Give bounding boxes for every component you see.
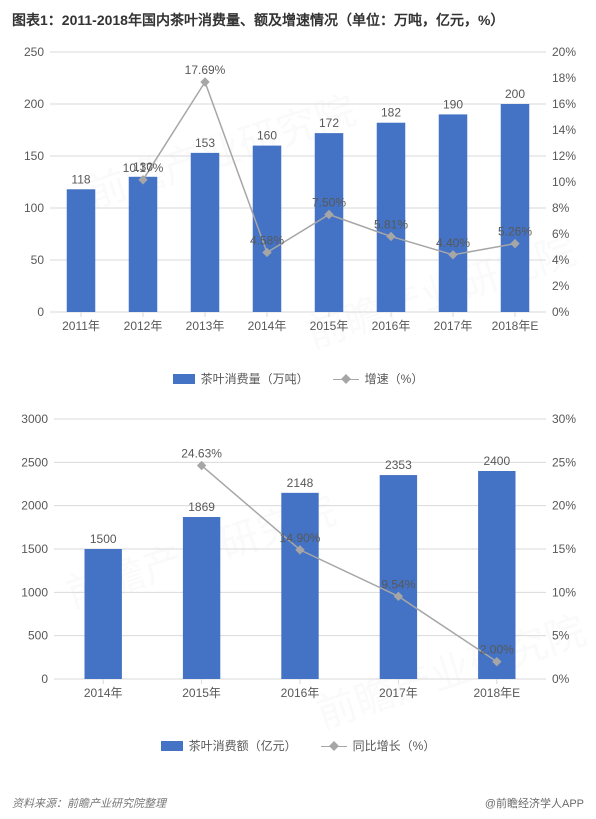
bar-swatch-icon xyxy=(173,374,195,384)
svg-text:18%: 18% xyxy=(552,71,576,85)
svg-text:5%: 5% xyxy=(552,629,570,643)
svg-text:2500: 2500 xyxy=(21,455,48,469)
svg-text:2014年: 2014年 xyxy=(248,319,287,333)
chart-2-consumption-amount: 0 500 1000 1500 2000 2500 3000 0% 5% 10% 15% 20% 25%… xyxy=(0,397,596,764)
svg-text:182: 182 xyxy=(381,106,401,120)
svg-text:17.69%: 17.69% xyxy=(185,63,226,77)
svg-text:2015年: 2015年 xyxy=(182,686,221,700)
legend-bar-label: 茶叶消费量（万吨） xyxy=(201,370,309,387)
svg-text:6%: 6% xyxy=(552,227,570,241)
svg-text:24.63%: 24.63% xyxy=(181,447,222,461)
svg-text:10%: 10% xyxy=(552,585,576,599)
svg-text:14.90%: 14.90% xyxy=(280,531,321,545)
brand-label: @前瞻经济学人APP xyxy=(485,795,584,811)
svg-text:4.40%: 4.40% xyxy=(436,236,470,250)
line-swatch-icon xyxy=(333,372,359,386)
legend-line-label: 增速（%） xyxy=(365,370,424,387)
svg-text:2018年E: 2018年E xyxy=(473,686,520,700)
legend-line-label: 同比增长（%） xyxy=(353,737,436,754)
svg-text:1500: 1500 xyxy=(21,542,48,556)
legend-item-line: 同比增长（%） xyxy=(321,737,436,754)
svg-text:2016年: 2016年 xyxy=(372,319,411,333)
svg-text:16%: 16% xyxy=(552,97,576,111)
svg-text:2015年: 2015年 xyxy=(310,319,349,333)
svg-text:200: 200 xyxy=(24,97,44,111)
svg-text:30%: 30% xyxy=(552,412,576,426)
legend-bar-label: 茶叶消费额（亿元） xyxy=(189,737,297,754)
svg-text:4.58%: 4.58% xyxy=(250,233,284,247)
svg-text:10%: 10% xyxy=(552,175,576,189)
svg-text:0: 0 xyxy=(41,672,48,686)
legend-item-line: 增速（%） xyxy=(333,370,424,387)
svg-text:2353: 2353 xyxy=(385,458,412,472)
svg-text:118: 118 xyxy=(71,172,90,186)
svg-text:2012年: 2012年 xyxy=(124,319,163,333)
svg-text:500: 500 xyxy=(28,629,48,643)
svg-text:0%: 0% xyxy=(552,305,570,319)
svg-text:4%: 4% xyxy=(552,253,570,267)
svg-text:20%: 20% xyxy=(552,499,576,513)
legend-item-bar: 茶叶消费额（亿元） xyxy=(161,737,297,754)
page-title: 图表1：2011-2018年国内茶叶消费量、额及增速情况（单位：万吨，亿元，%） xyxy=(0,0,596,30)
line-swatch-icon xyxy=(321,739,347,753)
svg-text:25%: 25% xyxy=(552,455,576,469)
svg-text:7.50%: 7.50% xyxy=(312,196,346,210)
svg-text:2014年: 2014年 xyxy=(84,686,123,700)
svg-text:12%: 12% xyxy=(552,149,576,163)
bar-swatch-icon xyxy=(161,741,183,751)
svg-text:190: 190 xyxy=(443,97,463,111)
svg-text:160: 160 xyxy=(257,129,277,143)
footer: 资料来源：前瞻产业研究院整理 @前瞻经济学人APP xyxy=(0,795,596,811)
svg-text:20%: 20% xyxy=(552,45,576,59)
svg-text:5.26%: 5.26% xyxy=(498,225,532,239)
chart-1-consumption-volume: 0 50 100 150 200 250 0% 2% 4% 6% 8% 10% 12% 14% 16% 18%… xyxy=(0,30,596,397)
svg-text:14%: 14% xyxy=(552,123,576,137)
svg-text:15%: 15% xyxy=(552,542,576,556)
svg-text:50: 50 xyxy=(31,253,45,267)
svg-text:1869: 1869 xyxy=(188,500,215,514)
svg-text:172: 172 xyxy=(319,116,339,130)
svg-text:9.54%: 9.54% xyxy=(381,577,415,591)
svg-text:2017年: 2017年 xyxy=(379,686,418,700)
svg-text:250: 250 xyxy=(24,45,44,59)
svg-text:2017年: 2017年 xyxy=(434,319,473,333)
svg-text:2.00%: 2.00% xyxy=(480,643,514,657)
svg-text:10.17%: 10.17% xyxy=(123,161,164,175)
svg-text:5.81%: 5.81% xyxy=(374,217,408,231)
svg-text:2013年: 2013年 xyxy=(186,319,225,333)
svg-text:2011年: 2011年 xyxy=(62,319,100,333)
svg-text:1500: 1500 xyxy=(90,532,117,546)
chart-2-legend: 茶叶消费额（亿元） 同比增长（%） xyxy=(0,733,596,764)
svg-text:2016年: 2016年 xyxy=(281,686,320,700)
svg-text:0%: 0% xyxy=(552,672,570,686)
svg-text:2%: 2% xyxy=(552,279,570,293)
svg-text:2000: 2000 xyxy=(21,499,48,513)
svg-text:3000: 3000 xyxy=(21,412,48,426)
legend-item-bar: 茶叶消费量（万吨） xyxy=(173,370,309,387)
svg-text:2400: 2400 xyxy=(483,454,510,468)
svg-text:153: 153 xyxy=(195,136,215,150)
svg-text:100: 100 xyxy=(24,201,44,215)
svg-text:2018年E: 2018年E xyxy=(492,319,539,333)
source-label: 资料来源：前瞻产业研究院整理 xyxy=(12,795,166,811)
svg-text:0: 0 xyxy=(37,305,44,319)
chart-1-legend: 茶叶消费量（万吨） 增速（%） xyxy=(0,366,596,397)
svg-text:150: 150 xyxy=(24,149,44,163)
svg-text:1000: 1000 xyxy=(21,585,48,599)
svg-text:2148: 2148 xyxy=(287,476,314,490)
svg-text:200: 200 xyxy=(505,87,525,101)
svg-text:8%: 8% xyxy=(552,201,570,215)
